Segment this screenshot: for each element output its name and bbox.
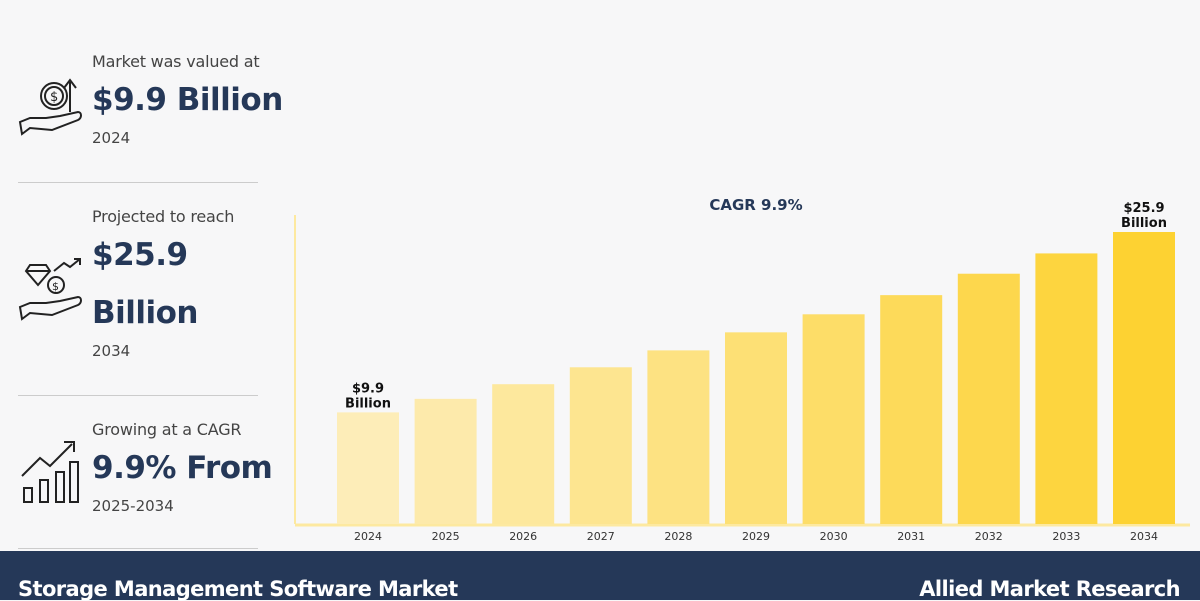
bar-2031	[880, 295, 943, 524]
bar-2024	[337, 412, 399, 524]
x-tick-label: 2033	[1052, 530, 1080, 543]
bar-2027	[569, 367, 632, 524]
stat-cagr: Growing at a CAGR 9.9% From 2025-2034	[92, 420, 292, 515]
stat-label: Market was valued at	[92, 52, 260, 71]
stat-label: Projected to reach	[92, 207, 235, 226]
chart-title: CAGR 9.9%	[709, 196, 802, 214]
footer-brand: Allied Market Research	[919, 577, 1180, 601]
divider	[18, 395, 258, 396]
diamond-hand-icon: $	[18, 258, 82, 321]
divider	[18, 182, 258, 183]
x-tick-label: 2027	[587, 530, 615, 543]
footer-bar: Storage Management Software Market Allie…	[0, 551, 1200, 601]
x-tick-label: 2024	[354, 530, 382, 543]
stat-projected: Projected to reach $25.9 Billion 2034	[92, 207, 292, 360]
stat-label: Growing at a CAGR	[92, 420, 242, 439]
footer-market-name: Storage Management Software Market	[18, 577, 458, 601]
money-hand-icon: $	[18, 78, 82, 136]
bar-2030	[802, 314, 865, 524]
stat-value: $9.9 Billion	[92, 82, 283, 118]
bar-2033	[1035, 253, 1098, 525]
x-tick-label: 2031	[897, 530, 925, 543]
data-label: $25.9	[1123, 201, 1164, 216]
svg-text:$: $	[52, 280, 59, 293]
divider	[18, 548, 258, 549]
x-tick-label: 2030	[820, 530, 848, 543]
bar-2026	[492, 384, 555, 524]
stat-value: 9.9% From	[92, 450, 273, 486]
data-label: Billion	[345, 396, 391, 411]
stat-year: 2034	[92, 342, 131, 360]
stat-year: 2024	[92, 129, 131, 147]
bar-2025	[414, 398, 477, 524]
x-tick-label: 2029	[742, 530, 770, 543]
x-tick-label: 2034	[1130, 530, 1158, 543]
x-tick-label: 2026	[509, 530, 537, 543]
x-tick-label: 2028	[664, 530, 692, 543]
stat-market-value: Market was valued at $9.9 Billion 2024	[92, 52, 292, 147]
bar-2032	[957, 273, 1020, 524]
growth-chart-icon	[21, 441, 79, 503]
x-tick-label: 2025	[432, 530, 460, 543]
bar-2028	[647, 350, 710, 524]
bar-2029	[725, 332, 787, 524]
x-tick-label: 2032	[975, 530, 1003, 543]
stat-value-line1: $25.9	[92, 237, 188, 273]
data-label: $9.9	[352, 381, 384, 396]
svg-text:$: $	[50, 90, 58, 105]
stat-year: 2025-2034	[92, 497, 174, 515]
data-label: Billion	[1121, 216, 1167, 231]
bar-2034	[1113, 232, 1175, 524]
stat-value-line2: Billion	[92, 295, 199, 331]
